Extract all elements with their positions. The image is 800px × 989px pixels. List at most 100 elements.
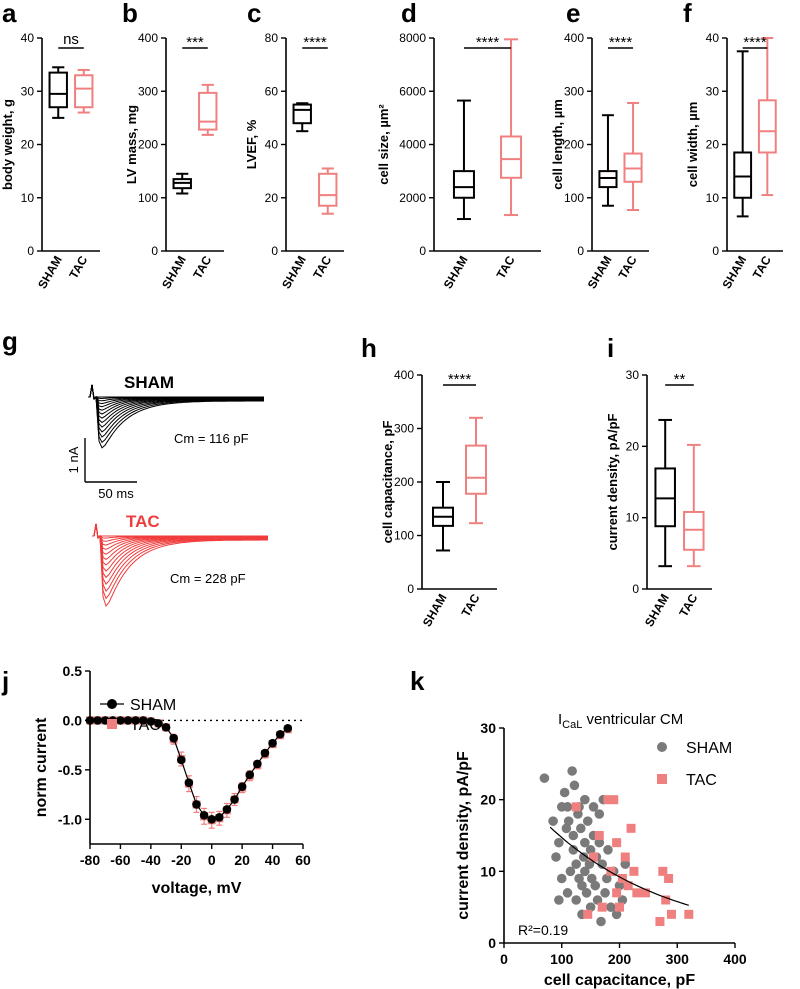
y-tick-label: 20 (626, 439, 640, 453)
box-iqr (757, 99, 777, 154)
scatter-point-sham (611, 909, 622, 920)
title-rest: ventricular CM (582, 711, 683, 728)
scatter-point-tac (640, 888, 650, 898)
scatter-point-sham (563, 816, 574, 826)
y-tick-label: 8000 (399, 31, 426, 45)
y-axis-label: body weight, g (0, 99, 15, 190)
chart-title: ICaL ventricular CM (558, 711, 683, 731)
data-point-sham (131, 716, 140, 725)
significance-label: **** (303, 34, 327, 51)
box-tac (74, 68, 94, 114)
series-sham (85, 716, 293, 824)
trace-family-tac (92, 523, 268, 608)
scatter-point-sham (571, 859, 581, 869)
scatter-point-sham (601, 873, 612, 884)
y-tick-label: 40 (706, 31, 720, 45)
y-axis-label: cell capacitance, pF (380, 421, 395, 544)
y-tick-label: 10 (626, 511, 640, 525)
y-tick-label: 0 (632, 582, 639, 596)
scatter-point-tac (589, 852, 599, 862)
scatter-point-tac (612, 838, 622, 848)
box-iqr (500, 135, 523, 179)
box-iqr (598, 170, 618, 189)
scatter-point-sham (569, 780, 580, 791)
y-tick-label: 4000 (399, 138, 426, 152)
scale-bar-current-label: 1 nA (66, 446, 81, 473)
y-axis-label: current density, pA/pF (605, 413, 620, 550)
box-sham (292, 102, 312, 133)
panel-label-j: j (1, 666, 9, 696)
scatter-point-sham (581, 888, 592, 898)
data-point-sham (215, 813, 224, 822)
current-trace (92, 523, 268, 566)
data-point-sham (245, 770, 255, 780)
cm-label-tac: Cm = 228 pF (170, 571, 246, 586)
legend-label-tac: TAC (686, 772, 717, 789)
current-trace (88, 384, 264, 433)
y-tick-label: 20 (265, 191, 279, 205)
panel-label-f: f (683, 0, 692, 28)
panel-label-k: k (410, 666, 425, 696)
y-tick-label: 20 (21, 138, 35, 152)
scatter-point-sham (562, 802, 573, 812)
category-label: TAC (190, 253, 214, 281)
scatter-point-sham (590, 880, 601, 891)
current-trace (88, 384, 264, 424)
legend: SHAM TAC (657, 740, 732, 789)
legend-marker-sham (107, 699, 117, 709)
scatter-point-tac (594, 831, 604, 840)
scatter-point-sham (562, 888, 573, 898)
scatter-point-sham (576, 823, 586, 834)
scatter-point-sham (548, 816, 558, 826)
trace-label-tac: TAC (126, 512, 160, 531)
box-tac (318, 167, 338, 215)
panel-i: i 0 10 20 30 current density, pA/pF SHAM TAC ** (605, 333, 712, 629)
category-label: TAC (310, 253, 334, 281)
scatter-point-sham (588, 802, 599, 812)
y-tick-label: 300 (564, 84, 584, 98)
y-tick-label: 200 (138, 138, 158, 152)
scatter-point-sham (556, 873, 567, 884)
box-sham (733, 50, 753, 218)
x-axis-label: voltage, mV (152, 880, 242, 897)
current-trace (88, 384, 264, 428)
y-tick-label: 0.5 (63, 663, 83, 679)
series-tac (571, 795, 694, 926)
scatter-point-sham (582, 816, 593, 826)
category-label: SHAM (441, 254, 471, 292)
x-tick-label: -40 (141, 852, 161, 868)
data-point-sham (154, 719, 163, 728)
scatter-point-sham (620, 859, 631, 869)
panel-f: f 0 10 20 30 40 cell width, µm SHAM TAC **** (683, 0, 783, 291)
x-tick-label: 0 (500, 951, 508, 967)
panel-label-h: h (361, 333, 377, 363)
panel-a: a 0 10 20 30 40 body weight, g SHAM TAC ns (0, 0, 100, 291)
scatter-point-sham (559, 787, 570, 798)
box-sham (48, 66, 68, 119)
significance-label: *** (186, 34, 204, 51)
data-point-sham (253, 759, 262, 769)
scatter-point-tac (626, 823, 636, 833)
legend-marker-tac (107, 719, 117, 729)
x-tick-label: -80 (80, 852, 100, 868)
series-tac (86, 716, 292, 829)
y-tick-label: 20 (706, 138, 720, 152)
category-label: TAC (750, 253, 774, 281)
y-axis-label: norm current (33, 717, 50, 817)
panel-label-i: i (607, 333, 614, 363)
data-point-sham (222, 805, 232, 814)
box-sham (654, 418, 676, 568)
scatter-point-sham (580, 866, 590, 877)
y-tick-label: 0 (419, 244, 426, 258)
y-tick-label: 0 (577, 244, 584, 258)
scatter-point-tac (623, 881, 633, 891)
y-tick-label: 200 (564, 138, 584, 152)
x-tick-label: 200 (608, 951, 632, 967)
y-tick-label: 20 (480, 792, 496, 808)
data-point-sham (161, 723, 171, 732)
scatter-point-sham (571, 895, 581, 905)
legend: SHAM TAC (100, 697, 176, 734)
data-point-sham (230, 795, 239, 804)
cm-label-sham: Cm = 116 pF (174, 431, 249, 446)
